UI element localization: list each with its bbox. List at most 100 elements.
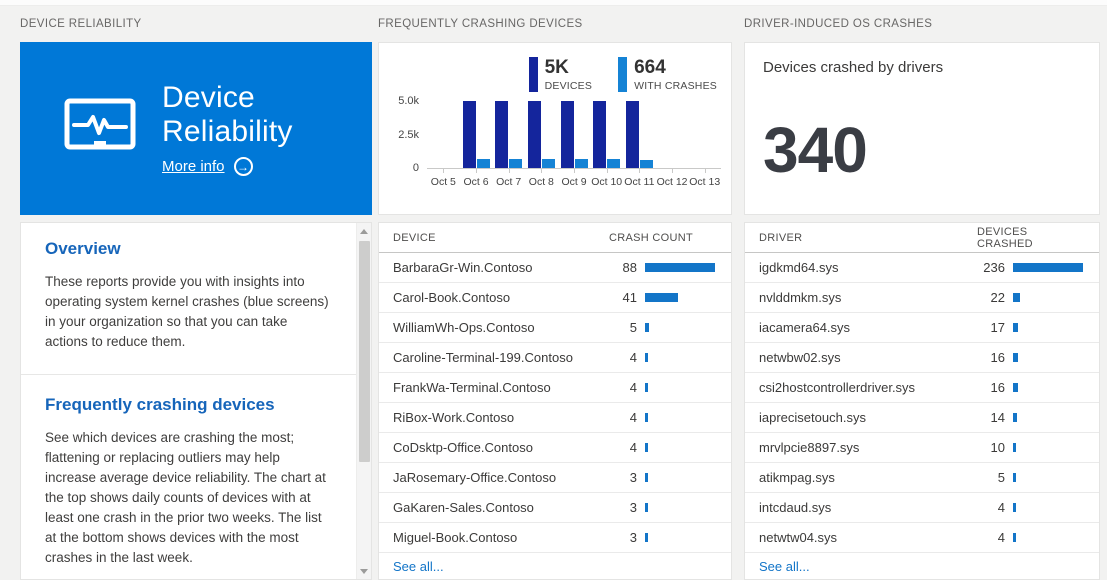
section-divider — [21, 373, 371, 375]
driver-row[interactable]: intcdaud.sys 4 — [745, 493, 1099, 524]
x-tick-label: Oct 8 — [528, 176, 554, 188]
device-row[interactable]: BarbaraGr-Win.Contoso 88 — [379, 253, 731, 284]
x-tick-label: Oct 12 — [656, 176, 688, 188]
driver-row[interactable]: mrvlpcie8897.sys 10 — [745, 433, 1099, 464]
driver-row-value: 16 — [990, 380, 1005, 396]
driver-row-name: mrvlpcie8897.sys — [759, 440, 860, 456]
driver-row-bar-area — [1013, 353, 1085, 363]
device-see-all-link[interactable]: See all... — [393, 558, 444, 574]
driver-see-all-link[interactable]: See all... — [759, 558, 810, 574]
driver-row-bar-area — [1013, 443, 1085, 453]
device-row[interactable]: CoDsktp-Office.Contoso 4 — [379, 433, 731, 464]
scroll-down-arrow-icon[interactable] — [357, 563, 372, 579]
device-row[interactable]: GaKaren-Sales.Contoso 3 — [379, 493, 731, 524]
x-tick-label: Oct 10 — [591, 176, 623, 188]
device-row-value: 3 — [629, 500, 637, 516]
driver-row-value: 4 — [997, 500, 1005, 516]
x-tick-label: Oct 6 — [463, 176, 489, 188]
driver-row-bar-area — [1013, 293, 1085, 303]
chart-x-axis-labels: Oct 5 Oct 6 Oct 7 Oct 8 Oct 9 Oct 10 Oct 11 Oct… — [427, 176, 721, 188]
driver-row-bar — [1013, 473, 1016, 483]
chart-bar-group — [688, 102, 721, 173]
more-info-link[interactable]: More info → — [162, 157, 372, 176]
scroll-up-arrow-icon[interactable] — [357, 223, 372, 239]
driver-row-value: 16 — [990, 350, 1005, 366]
device-row-bar — [645, 383, 648, 393]
driver-row[interactable]: igdkmd64.sys 236 — [745, 253, 1099, 284]
device-row-bar-area — [645, 443, 717, 453]
more-info-label[interactable]: More info — [162, 158, 225, 175]
legend-value-devices: 5K — [544, 57, 569, 78]
driver-row-name: csi2hostcontrollerdriver.sys — [759, 380, 916, 396]
device-row[interactable]: FrankWa-Terminal.Contoso 4 — [379, 373, 731, 404]
device-row-bar — [645, 353, 648, 363]
driver-row-bar-area — [1013, 323, 1085, 333]
driver-row[interactable]: netwtw04.sys 4 — [745, 523, 1099, 554]
device-row-value: 3 — [629, 530, 637, 546]
device-row-name: GaKaren-Sales.Contoso — [393, 500, 534, 516]
device-row-value: 4 — [629, 380, 637, 396]
description-panel: Overview These reports provide you with i… — [20, 222, 372, 580]
driver-row-name: atikmpag.sys — [759, 470, 835, 486]
driver-row-value: 5 — [997, 470, 1005, 486]
section-body: See which devices are crashing the most;… — [45, 429, 326, 565]
driver-row[interactable]: iaprecisetouch.sys 14 — [745, 403, 1099, 434]
device-row[interactable]: Caroline-Terminal-199.Contoso 4 — [379, 343, 731, 374]
device-row-bar-area — [645, 353, 717, 363]
driver-row-name: igdkmd64.sys — [759, 260, 839, 276]
chart-bar-with-crashes — [607, 159, 621, 168]
device-table-card: DEVICE CRASH COUNT BarbaraGr-Win.Contoso… — [378, 222, 732, 580]
driver-row-value: 22 — [990, 290, 1005, 306]
device-row-name: WilliamWh-Ops.Contoso — [393, 320, 535, 336]
device-row-value: 41 — [622, 290, 637, 306]
device-row-value: 4 — [629, 410, 637, 426]
driver-row[interactable]: iacamera64.sys 17 — [745, 313, 1099, 344]
device-row-bar-area — [645, 323, 717, 333]
legend-chip-devices — [528, 57, 538, 92]
scrollbar[interactable] — [356, 223, 371, 579]
chart-bar-group — [525, 101, 558, 173]
scrollbar-thumb[interactable] — [358, 241, 370, 462]
summary-label: Devices crashed by drivers — [763, 59, 944, 76]
device-row-name: JaRosemary-Office.Contoso — [393, 470, 557, 486]
device-row-bar — [645, 323, 649, 333]
driver-row-name: netwtw04.sys — [759, 530, 838, 546]
driver-row-name: netwbw02.sys — [759, 350, 841, 366]
driver-row-bar-area — [1013, 263, 1085, 273]
device-row[interactable]: WilliamWh-Ops.Contoso 5 — [379, 313, 731, 344]
driver-row[interactable]: nvlddmkm.sys 22 — [745, 283, 1099, 314]
device-row-bar — [645, 413, 648, 423]
dashboard: DEVICE RELIABILITY Device Reliability Mo… — [20, 6, 1100, 580]
chart-bar-group — [623, 101, 656, 173]
description-section: Overview These reports provide you with i… — [45, 239, 331, 352]
driver-row[interactable]: netwbw02.sys 16 — [745, 343, 1099, 374]
driver-row-bar — [1013, 533, 1016, 543]
device-row-bar-area — [645, 503, 717, 513]
driver-row-bar — [1013, 443, 1016, 453]
device-row-value: 5 — [629, 320, 637, 336]
x-tick-label: Oct 11 — [624, 176, 655, 188]
section-heading: Overview — [45, 239, 121, 258]
chart-bar-with-crashes — [639, 160, 653, 168]
driver-row-name: nvlddmkm.sys — [759, 290, 842, 306]
driver-row-bar — [1013, 263, 1083, 273]
device-row-bar-area — [645, 473, 717, 483]
summary-big-number: 340 — [763, 114, 868, 186]
arrow-right-circle-icon[interactable]: → — [233, 157, 253, 176]
device-row[interactable]: RiBox-Work.Contoso 4 — [379, 403, 731, 434]
chart-bar-with-crashes — [476, 159, 490, 168]
device-row-bar-area — [645, 533, 717, 543]
device-reliability-tile[interactable]: Device Reliability More info → — [20, 42, 372, 215]
driver-row-bar — [1013, 383, 1018, 393]
driver-row-bar-area — [1013, 533, 1085, 543]
driver-row[interactable]: atikmpag.sys 5 — [745, 463, 1099, 494]
driver-row[interactable]: csi2hostcontrollerdriver.sys 16 — [745, 373, 1099, 404]
device-row[interactable]: Miguel-Book.Contoso 3 — [379, 523, 731, 554]
device-row[interactable]: Carol-Book.Contoso 41 — [379, 283, 731, 314]
chart-bar-group — [656, 102, 689, 173]
device-table-header: DEVICE CRASH COUNT — [379, 223, 731, 254]
driver-row-value: 10 — [990, 440, 1005, 456]
device-row[interactable]: JaRosemary-Office.Contoso 3 — [379, 463, 731, 494]
description-section: Frequently crashing devices See which dev… — [45, 395, 331, 568]
driver-row-value: 236 — [983, 260, 1005, 276]
